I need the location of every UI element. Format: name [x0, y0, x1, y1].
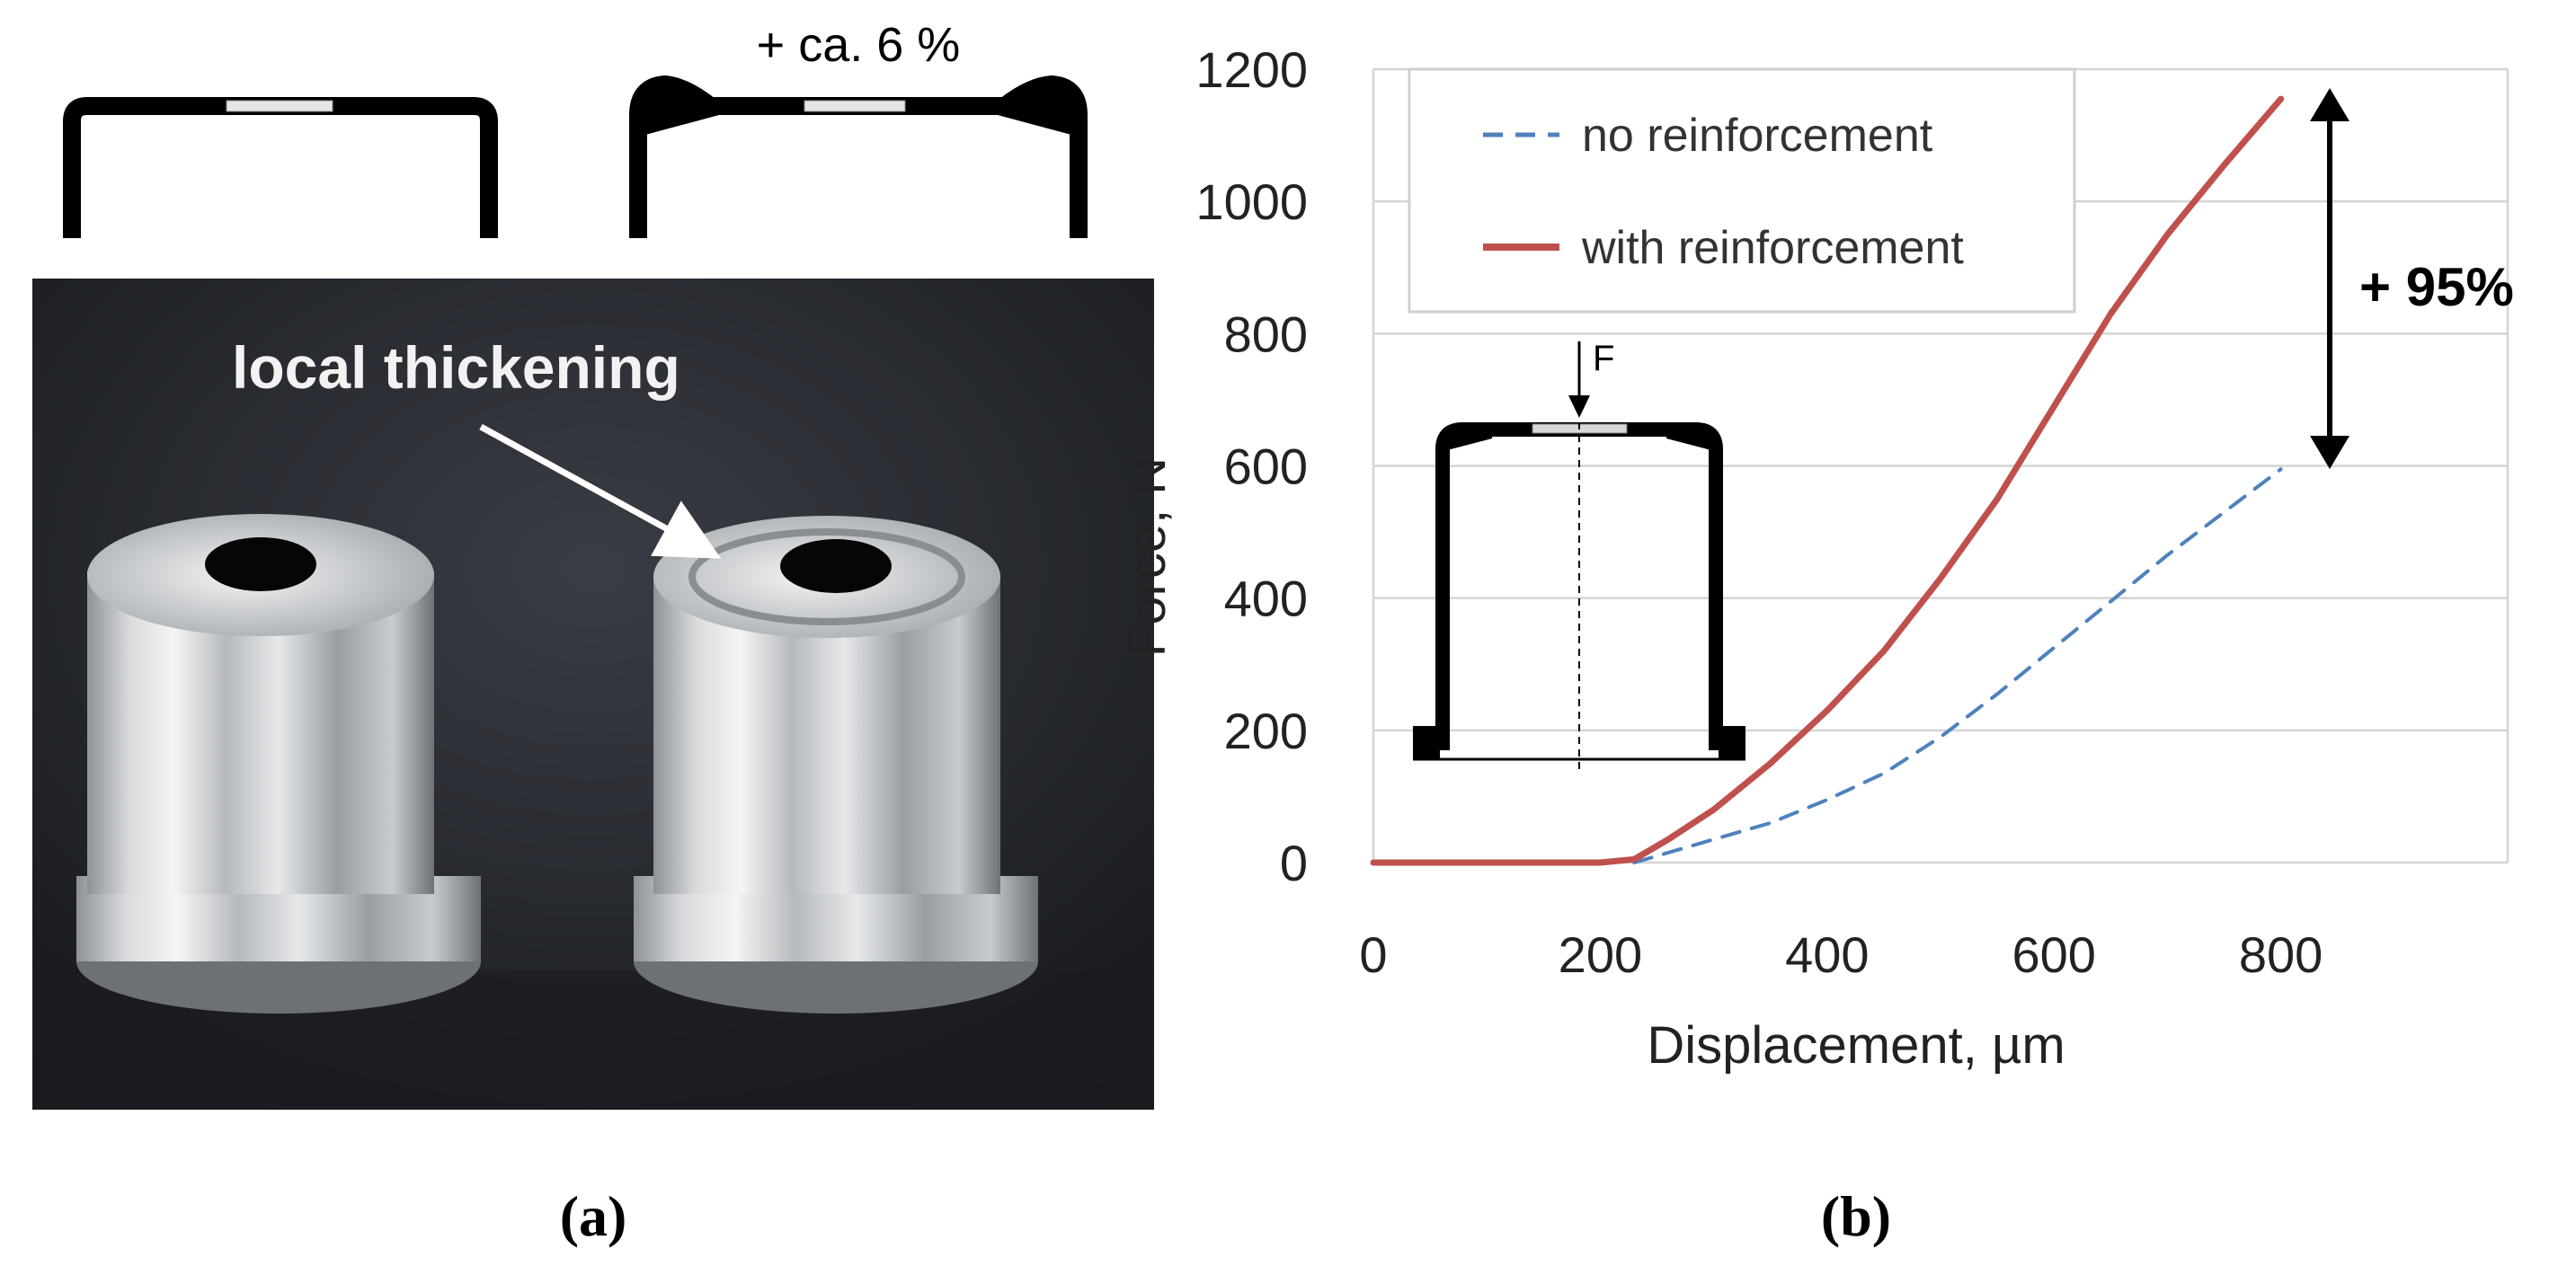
y-axis-title: Force, N — [1118, 457, 1177, 657]
x-tick-label-400: 400 — [1785, 926, 1869, 983]
legend-label-with-reinforcement: with reinforcement — [1581, 222, 1964, 274]
x-axis-ticks: 0 200 400 600 800 — [1359, 926, 2323, 983]
legend-label-no-reinforcement: no reinforcement — [1582, 110, 1933, 162]
x-tick-label-200: 200 — [1559, 926, 1642, 983]
local-thickening-arrow — [479, 423, 722, 559]
photo: local thickening — [32, 279, 1154, 1110]
cup-profile-reinforced: + ca. 6 % — [629, 18, 1088, 238]
series-line-no-reinforcement — [1632, 467, 2283, 864]
series-line-with-reinforcement — [1370, 95, 2285, 866]
chart-legend: no reinforcement with reinforcement — [1408, 67, 2076, 314]
y-tick-label-600: 600 — [1224, 438, 1308, 495]
y-tick-label-200: 200 — [1224, 703, 1308, 759]
increase-percentage-label: + 95% — [2359, 257, 2514, 317]
y-tick-label-800: 800 — [1224, 305, 1308, 362]
x-tick-label-0: 0 — [1359, 926, 1387, 983]
force-symbol: F — [1593, 339, 1614, 378]
y-tick-label-400: 400 — [1224, 571, 1308, 627]
increase-annotation: + 95% — [2310, 88, 2514, 469]
panel-b-label: (b) — [1821, 1184, 1891, 1248]
cup-profile-plain — [63, 97, 498, 238]
panel-a: + ca. 6 % loc — [32, 18, 1154, 1248]
y-axis-ticks: 0 200 400 600 800 1000 1200 — [1195, 41, 1308, 891]
test-setup-schematic: F — [1413, 339, 1745, 773]
y-tick-label-0: 0 — [1280, 835, 1308, 891]
y-tick-label-1200: 1200 — [1195, 41, 1308, 98]
cylinder-plain-photo — [76, 514, 481, 1014]
y-tick-label-1000: 1000 — [1195, 173, 1308, 230]
force-displacement-chart: 0 200 400 600 800 1000 1200 0 200 400 600 800 Forc… — [1118, 41, 2509, 1075]
panel-a-label: (a) — [560, 1184, 627, 1248]
panel-b: 0 200 400 600 800 1000 1200 0 200 400 600 800 Forc… — [1118, 41, 2514, 1248]
x-axis-title: Displacement, µm — [1647, 1016, 2065, 1075]
cylinder-reinforced-photo — [634, 516, 1038, 1014]
legend-box — [1408, 67, 2076, 314]
x-tick-label-800: 800 — [2239, 926, 2323, 983]
chart-series — [1370, 95, 2285, 866]
local-thickening-label: local thickening — [232, 334, 680, 401]
x-tick-label-600: 600 — [2012, 926, 2095, 983]
thickening-percentage-note: + ca. 6 % — [757, 18, 961, 72]
